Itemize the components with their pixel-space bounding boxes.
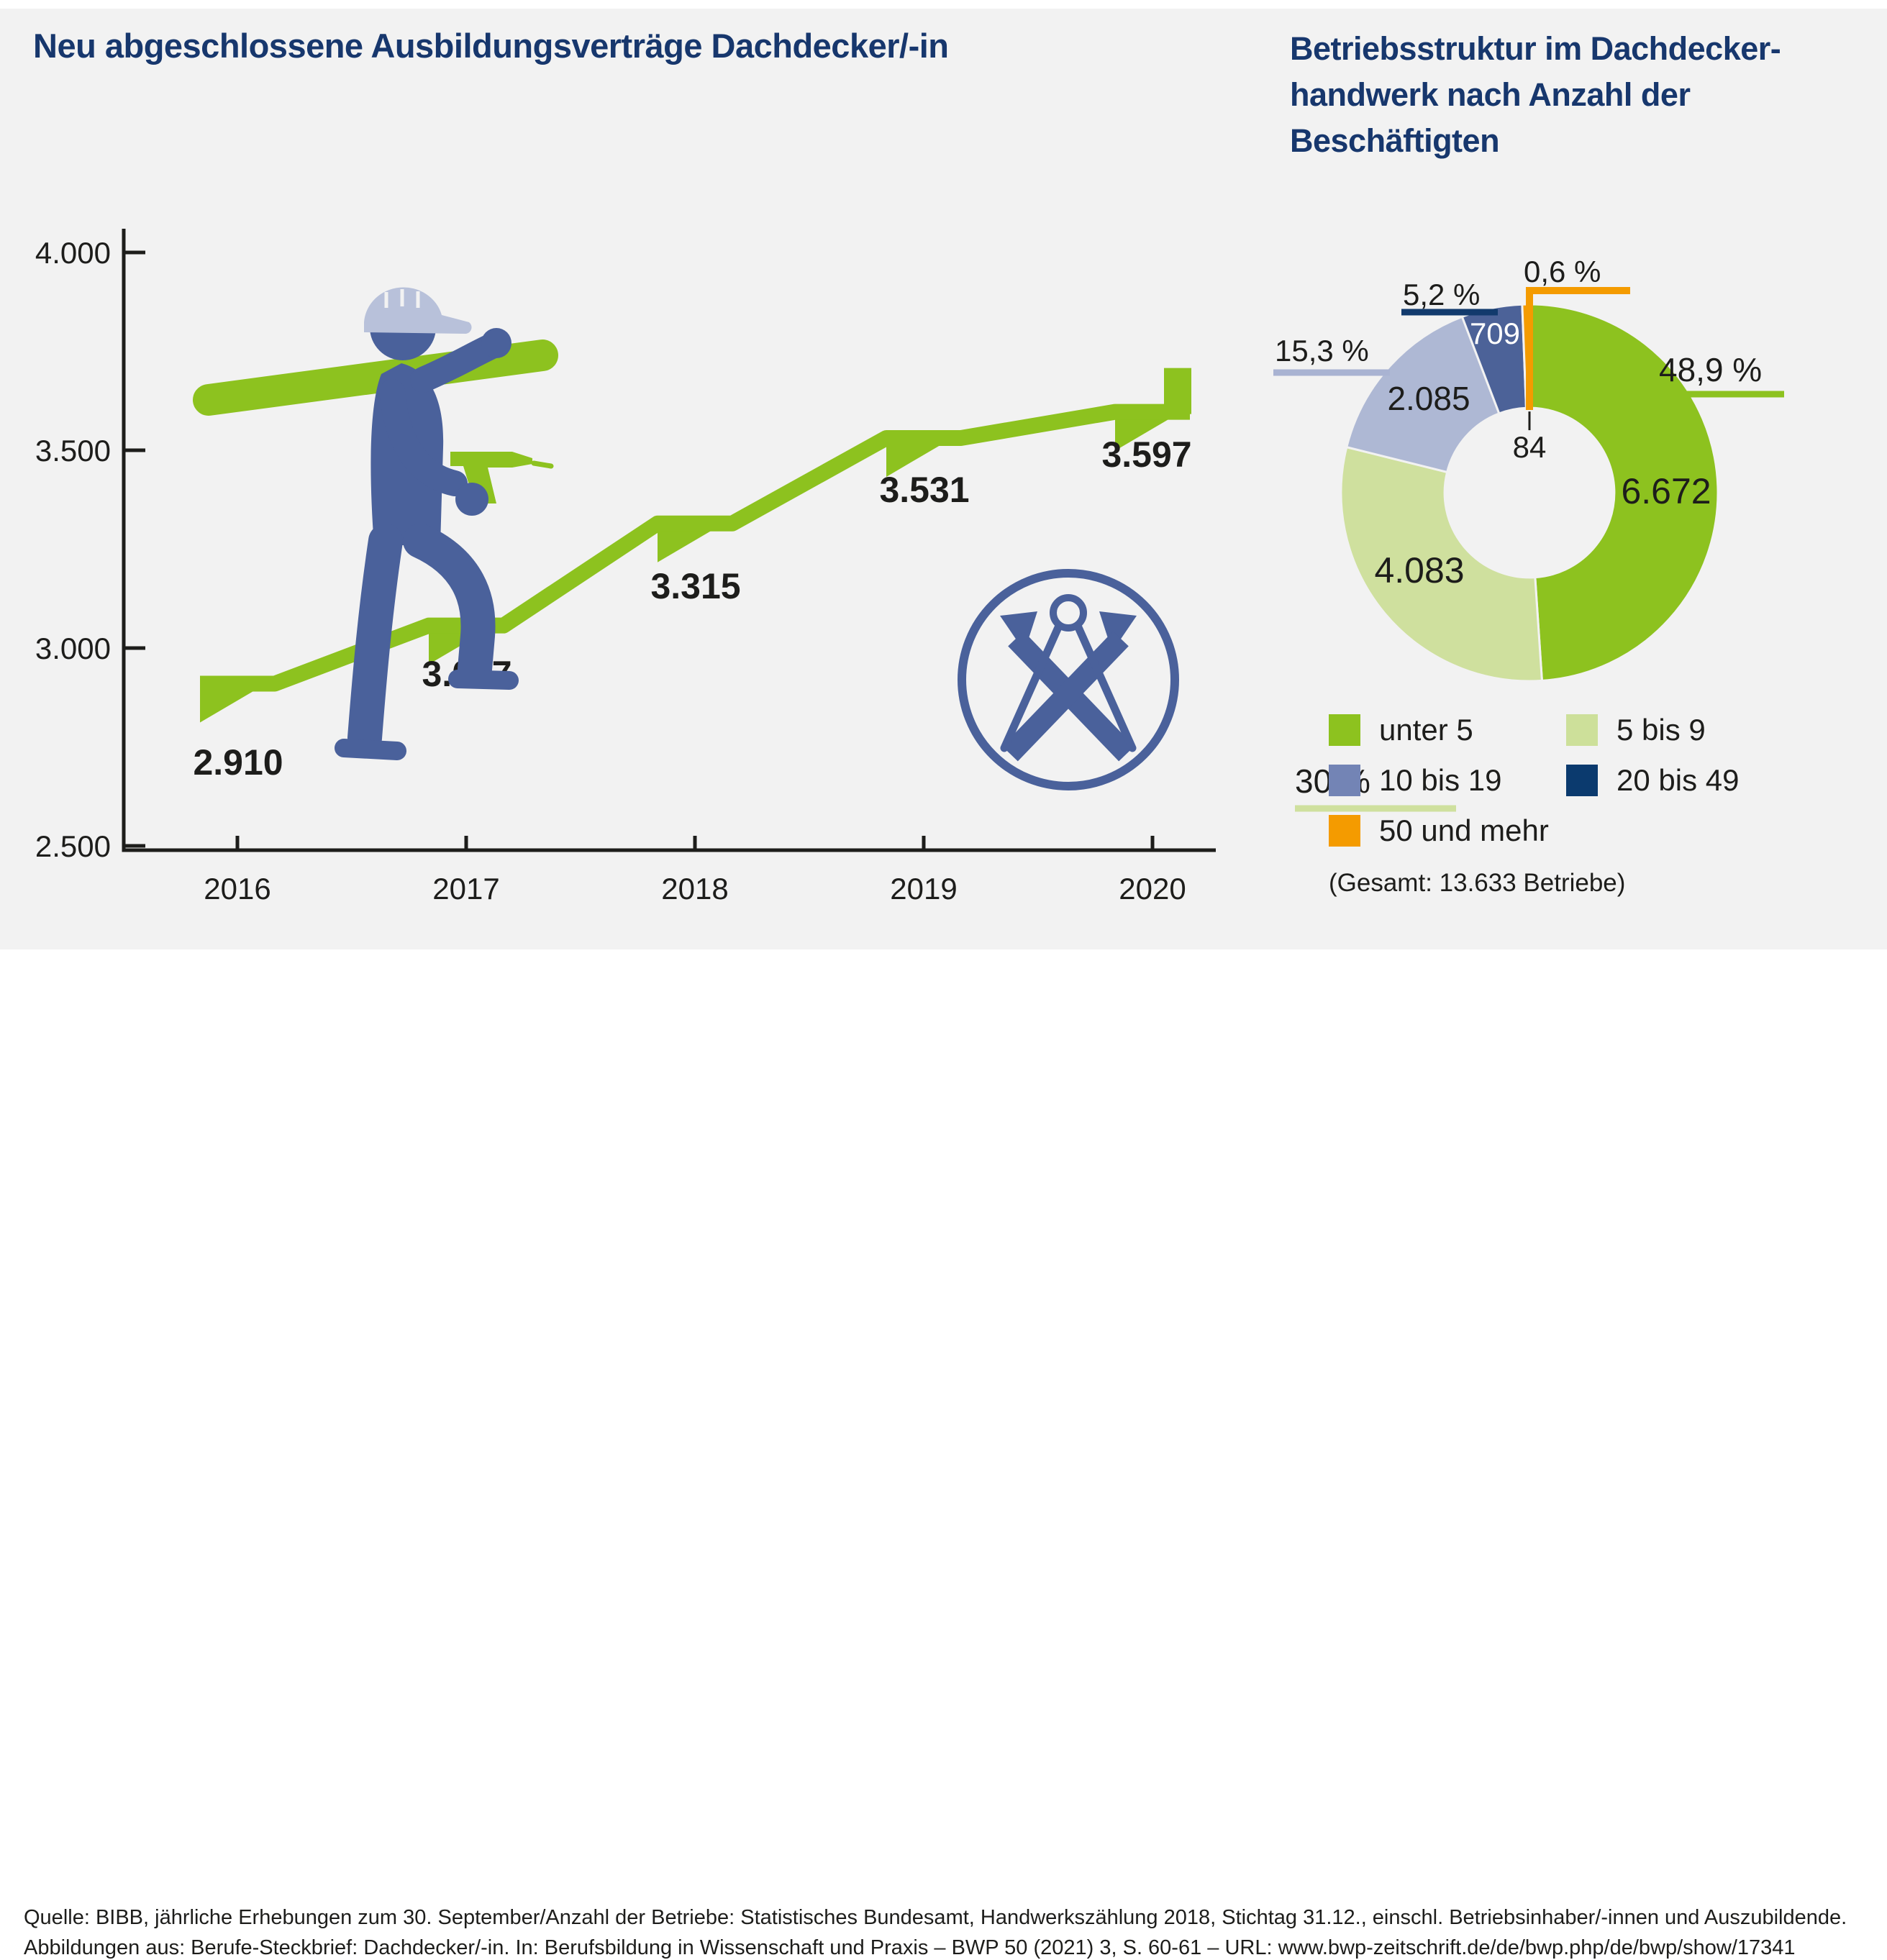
stair-wedge — [200, 683, 266, 723]
y-tick-label: 2.500 — [35, 829, 111, 863]
worker-hand-on-beam — [481, 328, 511, 358]
stair-end-block — [1164, 368, 1191, 414]
y-tick-label: 4.000 — [35, 236, 111, 270]
legend-label: 10 bis 19 — [1379, 763, 1502, 797]
donut-slice-5-bis-9 — [1340, 445, 1544, 683]
y-tick-label: 3.000 — [35, 632, 111, 665]
stair-wedge — [886, 437, 952, 477]
worker-back-foot — [335, 739, 406, 760]
data-point-label: 2.910 — [193, 742, 283, 783]
emblem-tool-tip-right — [1099, 611, 1137, 652]
right-chart-title-line2: handwerk nach Anzahl der — [1290, 76, 1691, 113]
stair-line — [200, 404, 1190, 692]
drill-bit — [531, 460, 554, 469]
worker-hand-on-drill — [455, 483, 488, 516]
line-chart-ausbildungsvertraege: 4.000 3.500 3.000 2.500 2016 2017 2018 2019 2020… — [35, 229, 1216, 906]
stair-wedge — [1115, 411, 1181, 451]
legend-item-20-bis-49: 20 bis 49 — [1566, 763, 1883, 797]
legend-label: unter 5 — [1379, 713, 1473, 747]
green-beam-shape — [193, 339, 558, 416]
slice-pct-label: 0,6 % — [1524, 255, 1601, 288]
worker-back-leg — [347, 524, 403, 755]
slice-pct-label: 48,9 % — [1659, 351, 1762, 388]
source-line-1: Quelle: BIBB, jährliche Erhebungen zum 3… — [24, 1906, 1847, 1929]
data-point-label: 3.597 — [1101, 434, 1191, 475]
x-tick-label: 2017 — [432, 872, 499, 906]
legend-swatch-10-bis-19 — [1329, 765, 1360, 796]
dachdecker-guild-emblem-icon — [958, 569, 1179, 790]
emblem-tool-tip-left — [1000, 611, 1037, 652]
slice-value-label: 84 — [1513, 430, 1547, 464]
slice-value-label: 709 — [1470, 316, 1520, 350]
legend-swatch-5-bis-9 — [1566, 714, 1598, 746]
right-chart-title-line1: Betriebsstruktur im Dachdecker- — [1290, 30, 1781, 67]
legend-swatch-unter-5 — [1329, 714, 1360, 746]
slice-value-label: 4.083 — [1374, 550, 1464, 591]
slice-pct-label: 5,2 % — [1403, 278, 1480, 311]
hard-hat-ridges — [384, 289, 420, 308]
left-chart-title: Neu abgeschlossene Ausbildungsverträge D… — [33, 27, 949, 65]
construction-worker-icon — [193, 287, 558, 760]
donut-legend: unter 5 5 bis 9 10 bis 19 20 bis 49 50 u… — [1329, 713, 1883, 847]
worker-front-arm — [379, 379, 468, 496]
slice-pct-label: 15,3 % — [1275, 334, 1369, 368]
slice-value-label: 6.672 — [1621, 471, 1711, 511]
right-chart-title: Betriebsstruktur im Dachdecker- handwerk… — [1290, 26, 1858, 164]
legend-item-10-bis-19: 10 bis 19 — [1329, 763, 1566, 797]
legend-swatch-20-bis-49 — [1566, 765, 1598, 796]
slice-value-label: 2.085 — [1387, 380, 1470, 417]
legend-item-50-und-mehr: 50 und mehr — [1329, 813, 1566, 847]
data-point-label: 3.531 — [879, 470, 969, 510]
x-tick-label: 2018 — [661, 872, 728, 906]
emblem-crossed-tool-2 — [1002, 631, 1129, 762]
legend-swatch-50-und-mehr — [1329, 815, 1360, 847]
worker-front-leg — [403, 524, 496, 686]
emblem-compass-leg-right — [1073, 621, 1137, 752]
source-footer: Quelle: BIBB, jährliche Erhebungen zum 3… — [0, 949, 1887, 1959]
x-tick-label: 2020 — [1119, 872, 1186, 906]
emblem-compass-leg-left — [1000, 621, 1063, 752]
legend-item-5-bis-9: 5 bis 9 — [1566, 713, 1883, 747]
pct-elbow-leader — [1526, 287, 1630, 410]
hard-hat-icon — [364, 287, 472, 334]
legend-label: 5 bis 9 — [1617, 713, 1706, 747]
data-point-label: 3.315 — [650, 566, 740, 606]
donut-slice-unter-5 — [1528, 303, 1719, 683]
legend-label: 20 bis 49 — [1617, 763, 1740, 797]
source-line-2: Abbildungen aus: Berufe-Steckbrief: Dach… — [24, 1936, 1796, 1959]
donut-slice-10-bis-19 — [1345, 315, 1501, 474]
legend-item-unter-5: unter 5 — [1329, 713, 1566, 747]
x-tick-label: 2019 — [890, 872, 957, 906]
emblem-compass-hinge — [1050, 594, 1087, 632]
emblem-ring-outer — [958, 569, 1179, 790]
x-tick-label: 2016 — [204, 872, 270, 906]
legend-label: 50 und mehr — [1379, 813, 1549, 847]
donut-total-note: (Gesamt: 13.633 Betriebe) — [1329, 869, 1626, 897]
y-tick-label: 3.500 — [35, 434, 111, 468]
stair-wedge — [658, 523, 724, 562]
infographic-svg: 4.000 3.500 3.000 2.500 2016 2017 2018 2019 2020… — [35, 229, 1784, 906]
right-chart-title-line3: Beschäftigten — [1290, 122, 1500, 159]
worker-front-foot — [448, 670, 519, 690]
axes — [122, 229, 1216, 852]
